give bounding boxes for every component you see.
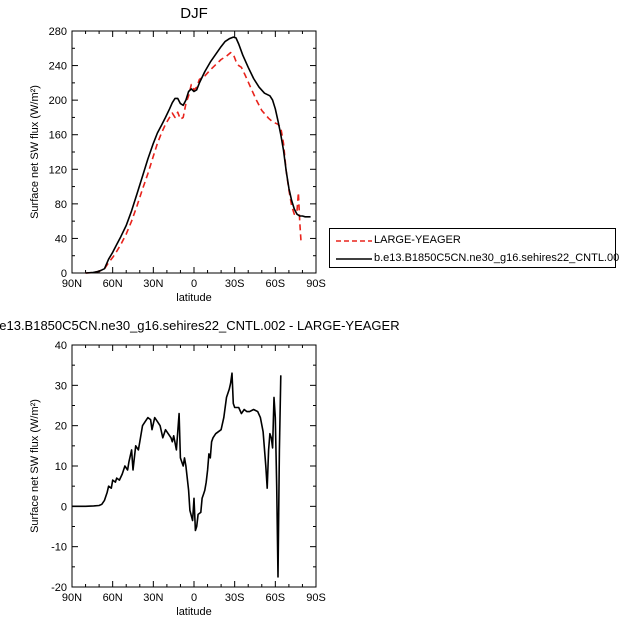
legend-swatch-dashed-red: [336, 240, 372, 242]
x-tick-label: 60S: [266, 592, 286, 604]
top-chart-title: DJF: [180, 5, 208, 22]
x-tick-label: 30S: [225, 278, 245, 290]
legend-swatch-solid-black: [336, 258, 372, 260]
y-tick-label: 30: [55, 380, 67, 392]
x-axis-label: latitude: [176, 606, 211, 618]
x-tick-label: 30S: [225, 592, 245, 604]
y-tick-label: -10: [51, 542, 67, 554]
y-tick-label: 160: [49, 130, 67, 142]
bottom-chart-title: b.e13.B1850C5CN.ne30_g16.sehires22_CNTL.…: [0, 318, 400, 333]
x-tick-label: 30N: [143, 592, 163, 604]
x-tick-label: 90N: [62, 592, 82, 604]
y-tick-label: 200: [49, 95, 67, 107]
y-tick-label: 20: [55, 421, 67, 433]
x-tick-label: 60N: [103, 278, 123, 290]
series-line-0: [85, 51, 302, 274]
y-tick-label: -20: [51, 582, 67, 594]
y-tick-label: 240: [49, 61, 67, 73]
x-tick-label: 0: [191, 278, 197, 290]
legend-item-cntl: b.e13.B1850C5CN.ne30_g16.sehires22_CNTL.…: [330, 250, 619, 268]
x-tick-label: 90S: [306, 592, 326, 604]
x-tick-label: 90S: [306, 278, 326, 290]
top-panel: DJF 90N 60N 30N 0 30S 60S 90S 0 40 80 120 160 200 240…: [29, 5, 326, 304]
y-axis-label: Surface net SW flux (W/m²): [29, 85, 41, 219]
legend-item-large-yeager: LARGE-YEAGER: [330, 232, 615, 250]
y-tick-label: 280: [49, 26, 67, 38]
series-line-1: [85, 36, 311, 274]
plot-frame: [71, 30, 317, 274]
legend-label: b.e13.B1850C5CN.ne30_g16.sehires22_CNTL.…: [374, 252, 619, 264]
x-tick-label: 30N: [143, 278, 163, 290]
y-tick-label: 80: [55, 199, 67, 211]
y-tick-label: 0: [61, 501, 67, 513]
bottom-panel: b.e13.B1850C5CN.ne30_g16.sehires22_CNTL.…: [0, 318, 400, 618]
y-tick-label: 40: [55, 340, 67, 352]
x-tick-label: 60S: [266, 278, 286, 290]
y-axis-label: Surface net SW flux (W/m²): [29, 399, 41, 533]
legend-label: LARGE-YEAGER: [374, 234, 461, 246]
x-tick-label: 60N: [103, 592, 123, 604]
x-tick-label: 0: [191, 592, 197, 604]
x-axis-label: latitude: [176, 292, 211, 304]
x-tick-label: 90N: [62, 278, 82, 290]
series-line-0: [72, 372, 282, 578]
y-tick-label: 40: [55, 233, 67, 245]
legend: LARGE-YEAGER b.e13.B1850C5CN.ne30_g16.se…: [329, 228, 619, 268]
y-tick-label: 10: [55, 461, 67, 473]
y-tick-label: 120: [49, 164, 67, 176]
y-tick-label: 0: [61, 268, 67, 280]
